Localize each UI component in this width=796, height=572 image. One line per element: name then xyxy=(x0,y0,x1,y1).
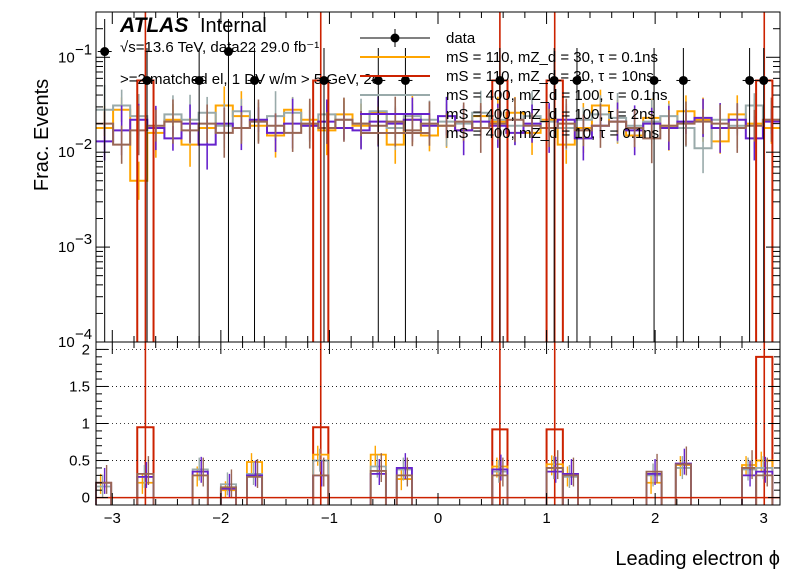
series-5-ratio-bar xyxy=(312,474,330,505)
series-4-ratio-bar xyxy=(191,470,209,505)
top-y-tick-label: 10 xyxy=(58,144,75,161)
data-point xyxy=(572,75,582,85)
series-5-ratio-bar xyxy=(246,475,264,505)
top-y-tick-exponent: −2 xyxy=(75,136,92,153)
bottom-y-tick-label: 2 xyxy=(82,341,90,358)
series-4-ratio-bar xyxy=(741,474,758,505)
legend-entry-label: mS = 400, mZ_d = 100, τ = 0.1ns xyxy=(446,87,667,104)
atlas-label: ATLAS xyxy=(119,14,188,37)
series-5-ratio-bar xyxy=(136,472,155,505)
series-5-ratio-bar xyxy=(674,463,692,505)
legend: data mS = 110, mZ_d = 30, τ = 0.1ns mS = 1… xyxy=(360,29,667,142)
x-tick-label: 2 xyxy=(651,510,659,527)
series-1-ratio-bar xyxy=(395,478,413,505)
series-4-ratio-bar xyxy=(395,467,413,505)
bottom-y-tick-label: 1.5 xyxy=(69,378,90,395)
series-3-ratio-bar xyxy=(674,467,692,505)
series-5-step-line xyxy=(96,118,780,146)
series-5-ratio-bar xyxy=(741,467,758,505)
bottom-y-tick-label: 1 xyxy=(82,416,90,433)
series-5-ratio-bar xyxy=(645,470,663,505)
top-y-tick-label: 10 xyxy=(58,334,75,351)
data-point xyxy=(649,75,659,85)
x-tick-label: −3 xyxy=(104,510,121,527)
data-point xyxy=(400,75,410,85)
data-point xyxy=(678,75,688,85)
data-point xyxy=(373,75,383,85)
x-tick-label: 0 xyxy=(434,510,442,527)
series-5-ratio-bar xyxy=(755,474,774,505)
series-4-ratio-bar xyxy=(561,472,579,505)
series-5-ratio-bar xyxy=(491,474,509,505)
bottom-y-tick-label: 0 xyxy=(82,490,90,507)
series-3-ratio-bar xyxy=(561,475,579,505)
series-4-ratio-bar xyxy=(645,472,663,505)
data-point xyxy=(745,75,755,85)
top-y-tick-label: 10 xyxy=(58,49,75,66)
data-point xyxy=(495,75,505,85)
top-y-tick-label: 10 xyxy=(58,239,75,256)
series-1-ratio-bar xyxy=(645,481,663,505)
bottom-y-tick-label: 0.5 xyxy=(69,453,90,470)
data-point xyxy=(142,75,152,85)
x-tick-label: 3 xyxy=(760,510,768,527)
top-panel-frame xyxy=(95,11,781,343)
x-tick-label: −1 xyxy=(321,510,338,527)
top-y-tick-exponent: −1 xyxy=(75,41,92,58)
data-point xyxy=(194,75,204,85)
series-1-ratio-bar xyxy=(561,474,579,505)
data-point xyxy=(100,47,110,57)
data-point xyxy=(549,75,559,85)
atlas-status: Internal xyxy=(200,15,267,37)
data-point xyxy=(250,75,260,85)
series-3-ratio-bar xyxy=(645,474,663,505)
data-point xyxy=(759,75,769,85)
selection-text: >=2 matched el, 1 DV w/m > 5 GeV, 2e xyxy=(120,71,380,88)
series-3-ratio-bar xyxy=(95,485,113,505)
top-y-tick-exponent: −3 xyxy=(75,231,92,248)
series-5-ratio-bar xyxy=(561,474,579,505)
legend-data-marker xyxy=(390,33,400,43)
legend-entry-label: mS = 110, mZ_d = 30, τ = 10ns xyxy=(446,68,654,85)
y-axis-label: Frac. Events xyxy=(31,79,53,191)
series-5-ratio-bar xyxy=(395,474,413,505)
series-3-ratio-bar xyxy=(246,472,264,505)
series-4-ratio-bar xyxy=(674,462,692,505)
x-axis-label: Leading electron ϕ xyxy=(615,548,780,570)
top-y-tick-exponent: −4 xyxy=(75,326,92,343)
series-5-ratio-bar xyxy=(369,470,387,505)
data-point xyxy=(319,75,329,85)
series-1-ratio-bar xyxy=(191,474,209,505)
legend-entry-label: mS = 400, mZ_d = 10, τ = 0.1ns xyxy=(446,125,659,142)
legend-entry-label: data xyxy=(446,30,476,47)
series-5-ratio-bar xyxy=(191,474,209,505)
x-tick-label: 1 xyxy=(542,510,550,527)
series-1-ratio-bar xyxy=(741,464,758,505)
series-1-ratio-bar xyxy=(674,464,692,505)
data-point xyxy=(223,47,233,57)
series-1-ratio-bar xyxy=(246,461,264,505)
legend-entry-label: mS = 400, mZ_d = 100, τ = 2ns xyxy=(446,106,655,123)
legend-entry-label: mS = 110, mZ_d = 30, τ = 0.1ns xyxy=(446,49,658,66)
series-4-ratio-bar xyxy=(246,474,264,505)
energy-lumi-text: √s=13.6 TeV, data22 29.0 fb⁻¹ xyxy=(120,39,319,56)
x-tick-label: −2 xyxy=(212,510,229,527)
